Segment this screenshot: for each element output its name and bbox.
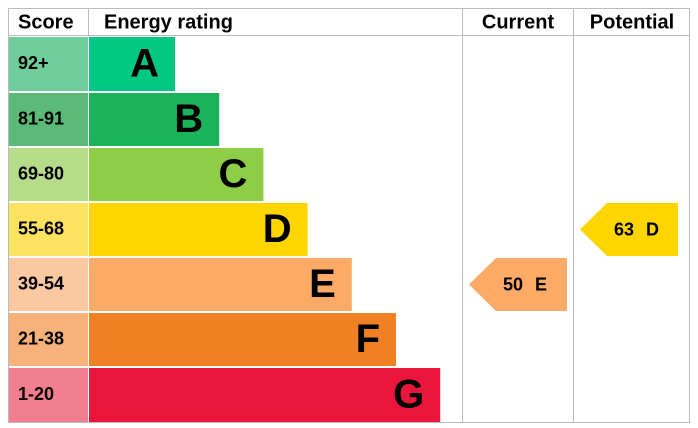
- header-current: Current: [482, 11, 555, 33]
- rating-bar: [89, 368, 441, 422]
- potential-letter: D: [646, 219, 659, 239]
- score-cell: [9, 148, 88, 201]
- score-label: 81-91: [18, 108, 64, 128]
- rating-bar: [89, 37, 175, 91]
- rating-bar: [89, 148, 264, 201]
- rating-letter: G: [393, 373, 424, 417]
- score-label: 39-54: [18, 273, 64, 293]
- potential-arrow: [580, 203, 678, 256]
- rating-letter: E: [309, 262, 336, 306]
- rating-letter: F: [356, 317, 380, 361]
- current-letter: E: [535, 274, 547, 294]
- score-cell: [9, 258, 88, 311]
- current-value: 50: [503, 274, 523, 294]
- score-cell: [9, 93, 88, 146]
- score-label: 92+: [18, 53, 49, 73]
- score-label: 55-68: [18, 218, 64, 238]
- score-label: 1-20: [18, 384, 54, 404]
- rating-bar: [89, 313, 396, 366]
- current-arrow: [469, 258, 567, 311]
- header-score: Score: [18, 11, 74, 33]
- header-potential: Potential: [590, 11, 674, 33]
- header-rating: Energy rating: [104, 11, 233, 33]
- score-cell: [9, 368, 88, 422]
- rating-letter: D: [263, 207, 292, 251]
- score-label: 21-38: [18, 328, 64, 348]
- rating-letter: B: [174, 97, 203, 141]
- score-cell: [9, 37, 88, 91]
- rating-bar: [89, 203, 308, 256]
- potential-value: 63: [614, 219, 634, 239]
- rating-bar: [89, 258, 352, 311]
- score-cell: [9, 203, 88, 256]
- rating-letter: A: [130, 42, 159, 86]
- rating-letter: C: [219, 152, 248, 196]
- score-cell: [9, 313, 88, 366]
- rating-bar: [89, 93, 220, 146]
- score-label: 69-80: [18, 163, 64, 183]
